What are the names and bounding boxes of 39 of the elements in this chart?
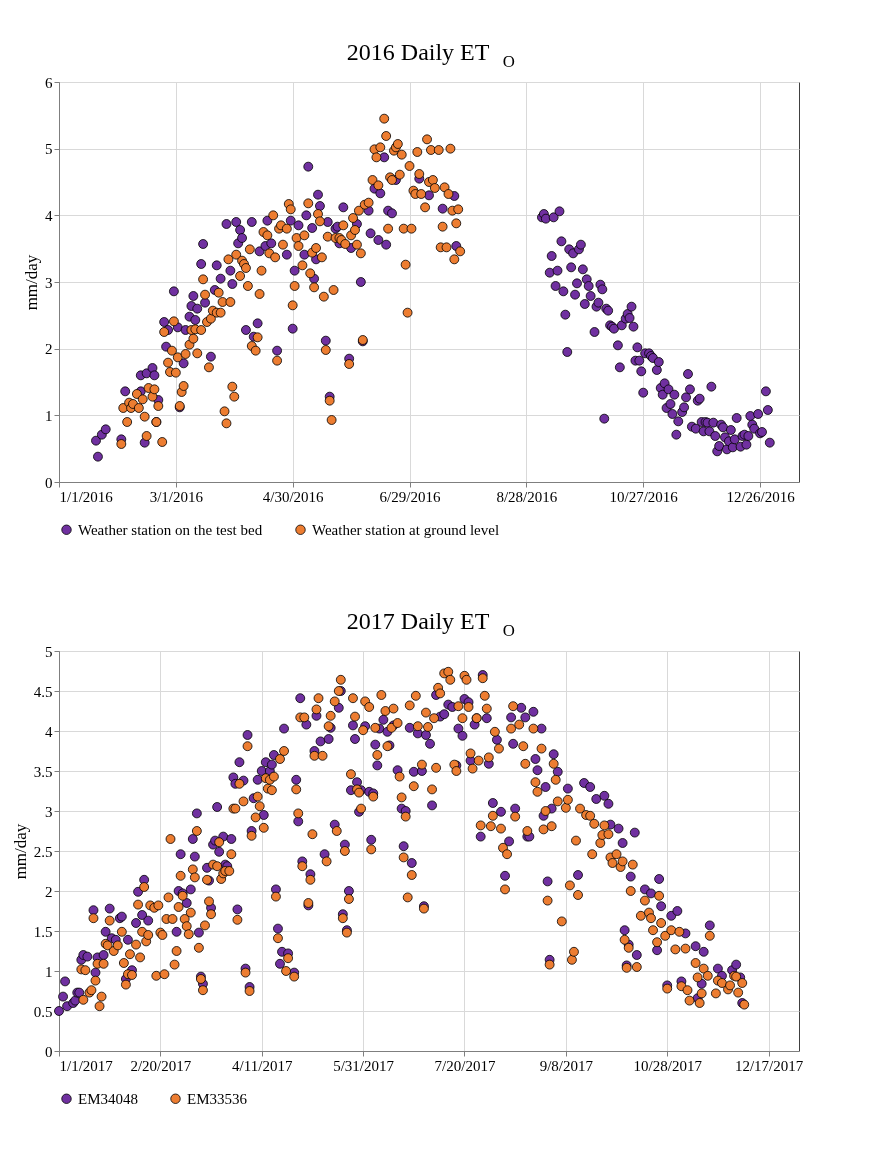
y-tick-label: 4 xyxy=(45,207,53,224)
y-tick-label: 4 xyxy=(45,723,53,740)
x-tick-label: 2/20/2017 xyxy=(130,1057,192,1074)
x-tick-label: 9/8/2017 xyxy=(539,1057,594,1074)
y-tick-label: 5 xyxy=(45,643,53,660)
y-tick-label: 1 xyxy=(45,963,53,980)
x-tick-label: 5/31/2017 xyxy=(333,1057,395,1074)
legend-label: Weather station at ground level xyxy=(312,521,500,538)
y-tick-label: 0 xyxy=(45,474,53,491)
x-tick-label: 1/1/2017 xyxy=(59,1057,114,1074)
y-tick-label: 3.5 xyxy=(33,763,53,780)
y-tick-label: 2 xyxy=(45,341,53,358)
x-tick-label: 4/30/2016 xyxy=(262,488,325,505)
y-axis-title: mm/day xyxy=(22,254,41,311)
legend-label: EM34048 xyxy=(78,1090,138,1107)
legend-label: Weather station on the test bed xyxy=(78,521,263,538)
y-tick-label: 5 xyxy=(45,141,53,158)
y-tick-label: 4.5 xyxy=(33,683,53,700)
y-tick-label: 0.5 xyxy=(33,1003,53,1020)
y-tick-label: 6 xyxy=(45,74,53,91)
y-tick-label: 1.5 xyxy=(33,923,53,940)
x-tick-label: 8/28/2016 xyxy=(496,488,558,505)
x-tick-label: 4/11/2017 xyxy=(232,1057,293,1074)
x-tick-label: 10/27/2016 xyxy=(609,488,679,505)
y-tick-label: 3 xyxy=(45,803,53,820)
y-axis-title: mm/day xyxy=(10,823,30,880)
y-tick-label: 0 xyxy=(45,1043,53,1060)
y-tick-label: 1 xyxy=(45,407,53,424)
legend-label: EM33536 xyxy=(187,1090,248,1107)
x-tick-label: 12/17/2017 xyxy=(734,1057,804,1074)
x-tick-label: 12/26/2016 xyxy=(726,488,796,505)
y-tick-label: 3 xyxy=(45,274,53,291)
x-tick-label: 3/1/2016 xyxy=(149,488,204,505)
y-tick-label: 2.5 xyxy=(33,843,53,860)
y-tick-label: 2 xyxy=(45,883,53,900)
x-tick-label: 6/29/2016 xyxy=(379,488,441,505)
x-tick-label: 1/1/2016 xyxy=(59,488,114,505)
x-tick-label: 10/28/2017 xyxy=(633,1057,703,1074)
x-tick-label: 7/20/2017 xyxy=(434,1057,496,1074)
